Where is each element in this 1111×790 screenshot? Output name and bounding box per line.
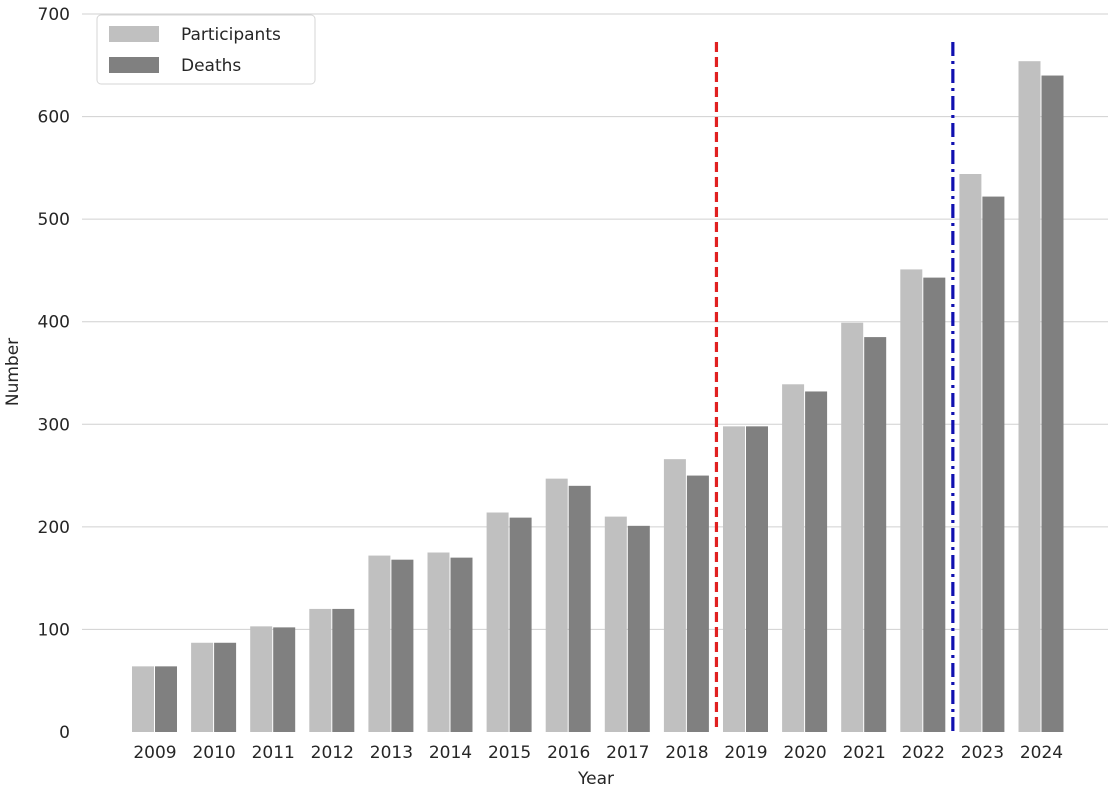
- bar-deaths-2024: [1041, 75, 1064, 733]
- y-tick-600: 600: [38, 108, 70, 128]
- bar-deaths-2012: [332, 608, 355, 732]
- bar-participants-2011: [250, 626, 273, 732]
- x-tick-2013: 2013: [370, 743, 413, 763]
- bar-participants-2021: [841, 322, 864, 732]
- x-tick-2024: 2024: [1020, 743, 1063, 763]
- bar-deaths-2019: [746, 426, 768, 732]
- y-axis-label: Number: [3, 338, 23, 406]
- bar-participants-2012: [309, 608, 332, 732]
- bar-deaths-2020: [805, 391, 828, 732]
- bar-deaths-2018: [686, 475, 709, 732]
- bar-participants-2018: [663, 459, 686, 732]
- x-tick-2023: 2023: [961, 743, 1004, 763]
- y-tick-200: 200: [38, 518, 70, 538]
- x-axis-label: Year: [577, 769, 614, 789]
- x-tick-2010: 2010: [192, 743, 235, 763]
- x-tick-2019: 2019: [724, 743, 767, 763]
- bar-deaths-2016: [568, 485, 591, 732]
- bar-deaths-2021: [864, 337, 887, 732]
- y-tick-400: 400: [38, 313, 70, 333]
- x-tick-2015: 2015: [488, 743, 531, 763]
- bar-participants-2016: [545, 478, 568, 732]
- bar-participants-2017: [604, 516, 627, 732]
- grid-lines: [82, 13, 1108, 630]
- x-tick-2018: 2018: [665, 743, 708, 763]
- y-tick-500: 500: [38, 210, 70, 230]
- bar-participants-2015: [486, 512, 509, 732]
- bar-participants-2009: [132, 666, 154, 732]
- x-tick-2017: 2017: [606, 743, 649, 763]
- bar-deaths-2023: [982, 196, 1005, 732]
- bar-participants-2019: [723, 426, 745, 732]
- bar-deaths-2011: [273, 627, 296, 732]
- y-tick-0: 0: [59, 723, 70, 743]
- x-tick-2009: 2009: [133, 743, 176, 763]
- y-tick-700: 700: [38, 5, 70, 25]
- bar-deaths-2014: [450, 557, 473, 732]
- legend-swatch-deaths: [109, 57, 159, 73]
- bar-deaths-2022: [923, 277, 946, 732]
- x-tick-2021: 2021: [843, 743, 886, 763]
- legend: Participants Deaths: [96, 14, 316, 85]
- bar-deaths-2009: [155, 666, 177, 732]
- bar-participants-2020: [782, 384, 805, 732]
- x-tick-2016: 2016: [547, 743, 590, 763]
- bars: [132, 61, 1064, 733]
- vertical-reference-lines: [714, 42, 955, 732]
- bar-deaths-2013: [391, 559, 414, 732]
- legend-swatch-participants: [109, 26, 159, 42]
- legend-label-participants: Participants: [181, 25, 281, 45]
- x-tick-2012: 2012: [311, 743, 354, 763]
- x-tick-2014: 2014: [429, 743, 472, 763]
- bar-participants-2024: [1018, 61, 1041, 732]
- bar-deaths-2015: [509, 517, 532, 732]
- bar-participants-2013: [368, 555, 391, 732]
- x-tick-2020: 2020: [783, 743, 826, 763]
- bar-deaths-2010: [214, 642, 237, 732]
- bar-participants-2010: [191, 642, 214, 732]
- x-tick-2011: 2011: [252, 743, 295, 763]
- x-tick-2022: 2022: [902, 743, 945, 763]
- bar-participants-2022: [900, 269, 923, 732]
- legend-label-deaths: Deaths: [181, 56, 241, 76]
- x-tick-labels: 2009 2010 2011 2012 2013 2014 2015 2016 2017 2018…: [133, 743, 1063, 763]
- bar-participants-2014: [427, 552, 450, 732]
- y-tick-300: 300: [38, 415, 70, 435]
- bar-deaths-2017: [627, 525, 650, 732]
- y-tick-labels: 0 100 200 300 400 500 600 700: [38, 5, 70, 743]
- y-tick-100: 100: [38, 620, 70, 640]
- bar-participants-2023: [959, 174, 982, 733]
